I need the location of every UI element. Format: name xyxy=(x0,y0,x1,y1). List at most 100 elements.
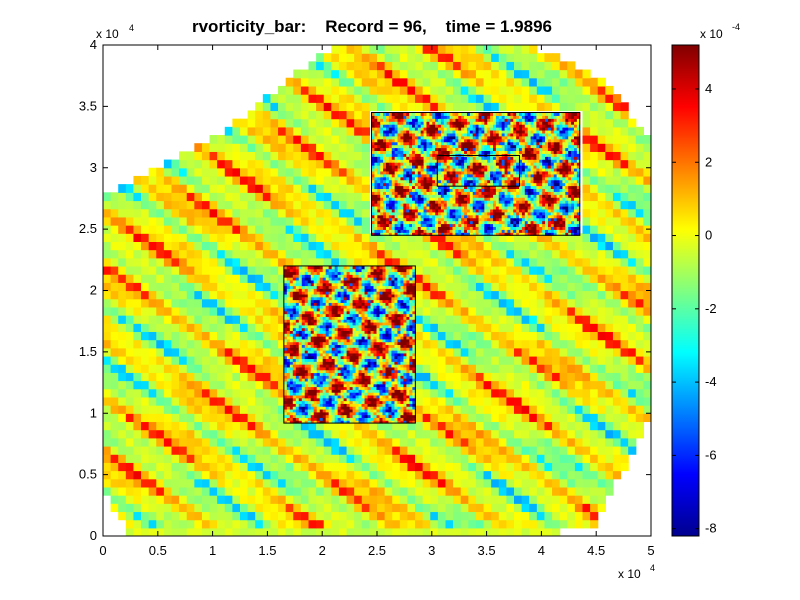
fine-field-cell xyxy=(328,316,333,320)
field-cell xyxy=(278,339,287,349)
field-cell xyxy=(498,94,507,103)
field-cell xyxy=(110,282,119,292)
fine-field-cell xyxy=(352,330,357,334)
field-cell xyxy=(506,315,515,324)
fine-field-cell xyxy=(307,378,312,382)
field-cell xyxy=(445,323,454,333)
field-cell xyxy=(468,372,477,382)
field-cell xyxy=(506,339,515,349)
fine-field-cell xyxy=(298,395,303,399)
field-cell xyxy=(354,135,363,144)
field-cell xyxy=(300,135,310,144)
field-cell xyxy=(544,364,553,373)
field-cell xyxy=(392,511,401,521)
field-cell xyxy=(141,364,150,373)
field-cell xyxy=(529,372,538,382)
field-cell xyxy=(186,192,195,202)
field-cell xyxy=(567,388,576,398)
field-cell xyxy=(506,364,515,373)
field-cell xyxy=(422,388,431,398)
fine-field-cell xyxy=(340,336,345,340)
field-cell xyxy=(369,421,378,431)
field-cell xyxy=(475,421,485,431)
field-cell xyxy=(331,495,340,504)
field-cell xyxy=(110,200,119,210)
field-cell xyxy=(574,396,584,406)
field-cell xyxy=(255,503,264,513)
fine-field-cell xyxy=(346,400,351,404)
fine-field-cell xyxy=(376,406,380,410)
field-cell xyxy=(605,265,614,275)
field-cell xyxy=(475,69,485,79)
field-cell xyxy=(163,437,173,447)
fine-field-cell xyxy=(289,347,294,351)
field-cell xyxy=(422,503,431,513)
fine-field-cell xyxy=(322,375,327,379)
field-cell xyxy=(552,94,561,103)
field-cell xyxy=(369,85,378,95)
field-cell xyxy=(437,290,447,300)
fine-field-cell xyxy=(385,330,389,334)
field-cell xyxy=(605,200,614,210)
fine-field-cell xyxy=(379,319,383,323)
field-cell xyxy=(453,331,462,341)
field-cell xyxy=(209,405,218,414)
fine-field-cell xyxy=(349,409,354,413)
fine-field-cell xyxy=(367,358,372,362)
fine-field-cell xyxy=(322,380,327,385)
fine-field-cell xyxy=(304,358,309,362)
field-cell xyxy=(270,118,279,128)
field-cell xyxy=(278,126,287,136)
fine-field-cell xyxy=(352,414,357,418)
field-cell xyxy=(300,470,310,480)
field-cell xyxy=(514,45,523,54)
field-cell xyxy=(278,364,287,373)
field-cell xyxy=(483,413,492,423)
field-cell xyxy=(186,470,195,480)
field-cell xyxy=(491,265,500,275)
field-cell xyxy=(392,77,401,87)
field-cell xyxy=(605,151,614,161)
fine-field-cell xyxy=(337,406,342,410)
field-cell xyxy=(377,241,386,251)
field-cell xyxy=(521,511,530,521)
field-cell xyxy=(590,331,599,341)
field-cell xyxy=(247,233,256,242)
field-cell xyxy=(498,462,507,472)
field-cell xyxy=(331,53,340,62)
fine-field-cell xyxy=(340,358,345,362)
fine-field-cell xyxy=(394,324,398,329)
fine-field-cell xyxy=(343,369,348,374)
field-cell xyxy=(422,364,431,373)
fine-field-cell xyxy=(379,361,383,365)
field-cell xyxy=(270,175,279,185)
field-cell xyxy=(544,380,553,390)
field-cell xyxy=(141,315,150,324)
field-cell xyxy=(270,478,279,488)
field-cell xyxy=(247,503,256,513)
fine-field-cell xyxy=(403,392,407,396)
fine-field-cell xyxy=(349,383,354,388)
field-cell xyxy=(559,486,568,496)
field-cell xyxy=(536,503,546,513)
field-cell xyxy=(605,94,614,103)
field-cell xyxy=(171,257,180,267)
fine-field-cell xyxy=(283,347,288,351)
field-cell xyxy=(285,151,294,161)
field-cell xyxy=(559,306,568,316)
field-cell xyxy=(156,486,165,496)
field-cell xyxy=(194,445,203,455)
fine-field-cell xyxy=(358,403,363,407)
field-cell xyxy=(498,323,507,333)
field-cell xyxy=(407,69,416,79)
field-cell xyxy=(133,429,142,439)
field-cell xyxy=(529,527,538,536)
field-cell xyxy=(437,274,447,283)
field-cell xyxy=(194,323,203,333)
fine-field-cell xyxy=(394,341,398,346)
field-cell xyxy=(643,184,651,193)
field-cell xyxy=(399,503,409,513)
field-cell xyxy=(521,85,530,95)
fine-field-cell xyxy=(283,330,288,334)
fine-field-cell xyxy=(340,400,345,404)
